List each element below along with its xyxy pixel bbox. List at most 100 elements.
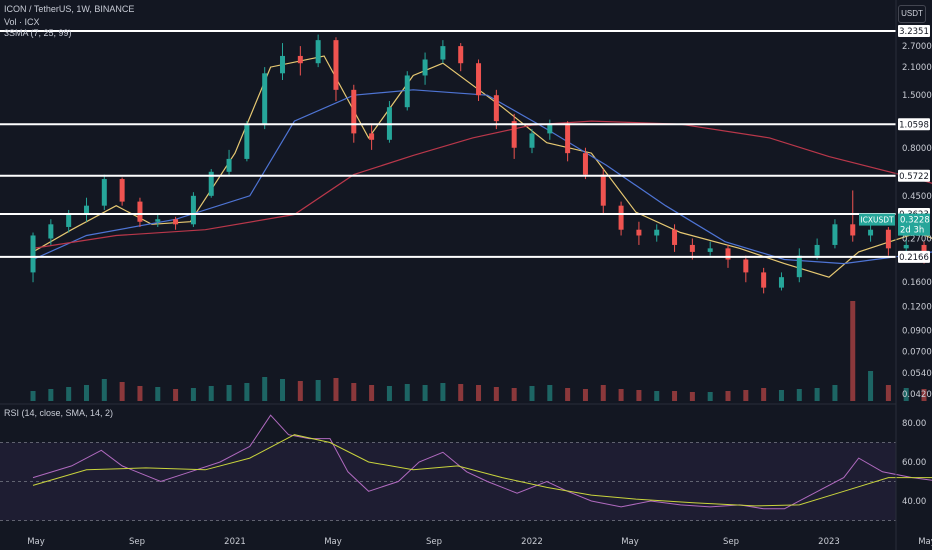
volume-bar <box>796 389 802 401</box>
time-axis-label: May <box>27 537 45 547</box>
volume-bar <box>885 385 891 401</box>
candle <box>493 95 499 122</box>
candle <box>30 235 36 273</box>
candle <box>458 46 464 64</box>
volume-bar <box>369 385 375 401</box>
time-axis-label: 2023 <box>818 537 840 547</box>
rsi-tick-label: 60.00 <box>902 458 926 468</box>
volume-bar <box>297 381 303 401</box>
candle <box>600 174 606 206</box>
volume-bar <box>511 388 517 401</box>
price-level-tag <box>898 118 930 131</box>
candle <box>850 224 856 236</box>
time-axis-label: Sep <box>723 537 739 547</box>
volume-bar <box>101 379 107 401</box>
candle <box>547 125 553 134</box>
volume-bar <box>280 379 286 401</box>
candle <box>476 63 482 96</box>
volume-bar <box>689 392 695 401</box>
candle <box>582 153 588 175</box>
volume-bar <box>672 391 678 401</box>
candle <box>654 229 660 236</box>
candle <box>66 214 72 227</box>
candle <box>672 229 678 245</box>
sma-line <box>32 89 932 265</box>
rsi-legend[interactable]: RSI (14, close, SMA, 14, 2) <box>4 408 114 418</box>
rsi-line <box>32 414 932 510</box>
last-price-symbol: ICXUSDT <box>860 216 894 225</box>
volume-bar <box>725 391 731 401</box>
candle <box>226 158 232 172</box>
price-level-tag <box>898 169 930 182</box>
price-tick-label: 2.7000 <box>902 42 932 52</box>
volume-bar <box>208 386 214 401</box>
candle <box>921 244 927 256</box>
volume-bar <box>351 383 357 401</box>
candle <box>262 73 268 126</box>
candle <box>173 219 179 225</box>
candle <box>885 229 891 249</box>
volume-bar <box>921 389 927 401</box>
price-tick-label: 1.5000 <box>902 91 932 101</box>
candle <box>422 59 428 76</box>
price-tick-label: 1.0598 <box>899 120 929 130</box>
candle <box>796 255 802 278</box>
volume-bar <box>778 390 784 401</box>
volume-bar <box>119 382 125 401</box>
volume-bar <box>868 371 874 401</box>
volume-bar <box>315 380 321 401</box>
volume-bar <box>743 390 749 401</box>
price-tick-label: 0.2700 <box>902 235 932 245</box>
volume-bar <box>529 386 535 401</box>
candle <box>137 201 143 222</box>
volume-bar <box>654 391 660 401</box>
candle <box>83 205 89 215</box>
volume-bar <box>814 388 820 401</box>
candle <box>618 205 624 230</box>
candle <box>529 133 535 148</box>
rsi-tick-label: 80.00 <box>902 419 926 429</box>
candle <box>814 244 820 256</box>
volume-bar <box>137 386 143 401</box>
currency-button[interactable]: USDT <box>898 5 926 23</box>
volume-bar <box>190 388 196 401</box>
candle <box>280 55 286 74</box>
price-tick-label: 0.0700 <box>902 347 932 357</box>
price-tick-label: 0.8000 <box>902 144 932 154</box>
last-price-value-box <box>898 213 930 236</box>
candle <box>369 133 375 140</box>
volume-bar <box>48 389 54 401</box>
volume-bar <box>636 390 642 401</box>
candle <box>155 219 161 222</box>
price-tick-label: 0.1600 <box>902 278 932 288</box>
candle <box>743 259 749 273</box>
sma-legend[interactable]: 3SMA (7, 25, 99) <box>4 28 72 38</box>
candle <box>868 229 874 236</box>
candle <box>119 179 125 202</box>
last-price-countdown: 2d 3h <box>900 226 924 236</box>
price-tick-label: 0.2166 <box>899 253 929 263</box>
volume-bar <box>476 385 482 401</box>
price-tick-label: 2.1000 <box>902 63 932 73</box>
candle <box>404 75 410 108</box>
candle <box>208 171 214 196</box>
volume-bar <box>173 389 179 401</box>
candle <box>707 248 713 252</box>
candle <box>315 40 321 64</box>
volume-legend[interactable]: Vol · ICX <box>4 17 40 27</box>
candle <box>190 195 196 225</box>
time-axis-label: May <box>621 537 639 547</box>
candle <box>725 248 731 260</box>
candle <box>48 224 54 239</box>
candle <box>297 55 303 64</box>
volume-bar <box>458 384 464 401</box>
volume-bar <box>440 383 446 401</box>
candle <box>761 272 767 288</box>
volume-bar <box>155 387 161 401</box>
volume-bar <box>565 388 571 401</box>
time-axis-label: Sep <box>129 537 145 547</box>
symbol-title[interactable]: ICON / TetherUS, 1W, BINANCE <box>4 4 135 14</box>
volume-bar <box>832 385 838 401</box>
candle <box>351 89 357 134</box>
